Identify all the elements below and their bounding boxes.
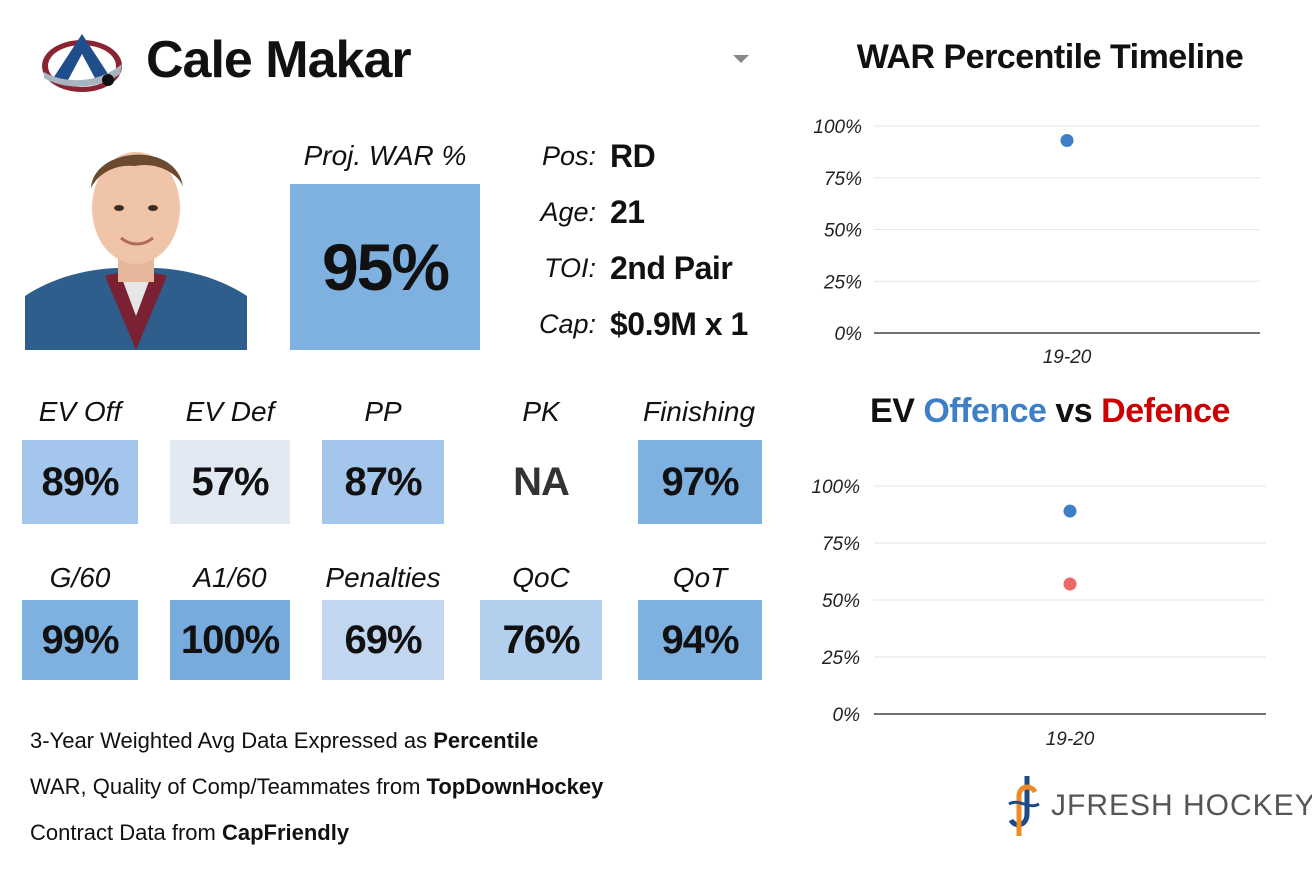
- footnote-text: 3-Year Weighted Avg Data Expressed as: [30, 728, 434, 753]
- stat-label-pk: PK: [522, 396, 560, 427]
- info-row-age: Age: 21: [520, 192, 800, 232]
- brand-text: JFRESH HOCKEY: [1051, 789, 1312, 822]
- stat-tile-qot: 94%: [638, 600, 762, 680]
- stat-tile-ev-off: 89%: [22, 440, 138, 524]
- x-tick-label: 19-20: [1043, 347, 1092, 368]
- info-value: $0.9M x 1: [610, 305, 748, 342]
- info-key: Cap:: [538, 308, 596, 339]
- info-row-position: Pos: RD: [520, 136, 800, 176]
- info-key: Pos:: [541, 140, 596, 171]
- stat-label-ev-def: EV Def: [185, 396, 275, 427]
- y-tick-label: 25%: [821, 648, 860, 669]
- y-tick-label: 50%: [822, 591, 860, 612]
- stat-label-a160: A1/60: [193, 562, 267, 593]
- y-tick-label: 75%: [822, 534, 860, 555]
- footnote-war-source: WAR, Quality of Comp/Teammates from TopD…: [30, 772, 603, 802]
- projected-war-tile: 95%: [290, 184, 480, 350]
- avalanche-logo-icon: [42, 34, 122, 92]
- data-point: [1060, 133, 1074, 147]
- player-headshot-icon: [25, 126, 247, 350]
- y-tick-label: 0%: [835, 324, 863, 345]
- info-row-toi: TOI: 2nd Pair: [520, 248, 800, 288]
- war-timeline-chart: 0% 25% 50% 75% 100% 19-20: [813, 117, 1260, 368]
- y-tick-label: 100%: [811, 477, 860, 498]
- stat-tile-g60: 99%: [22, 600, 138, 680]
- footnote-text: Contract Data from: [30, 820, 222, 845]
- footnote-text: WAR, Quality of Comp/Teammates from: [30, 774, 427, 799]
- footnote-contract-source: Contract Data from CapFriendly: [30, 818, 349, 848]
- data-point: [1063, 577, 1077, 591]
- war-timeline-title: WAR Percentile Timeline: [856, 38, 1244, 76]
- jfresh-logo-icon: [1008, 776, 1040, 836]
- title-defence: Defence: [1101, 392, 1230, 430]
- y-tick-label: 75%: [824, 169, 862, 190]
- info-key: Age:: [540, 196, 596, 227]
- footnote-bold: Percentile: [433, 728, 539, 753]
- stat-tile-a160: 100%: [170, 600, 290, 680]
- stat-label-penalties: Penalties: [325, 562, 441, 593]
- chevron-down-icon[interactable]: [733, 55, 749, 63]
- projected-war-label: Proj. WAR %: [303, 140, 467, 171]
- stat-tile-penalties: 69%: [322, 600, 444, 680]
- footnote-bold: CapFriendly: [221, 820, 350, 845]
- x-tick-label: 19-20: [1046, 729, 1095, 750]
- stat-label-qot: QoT: [672, 562, 728, 593]
- stat-tile-finishing: 97%: [638, 440, 762, 524]
- stat-label-qoc: QoC: [512, 562, 570, 593]
- title-mid: vs: [1046, 392, 1102, 430]
- footnote-percentile: 3-Year Weighted Avg Data Expressed as Pe…: [30, 726, 538, 756]
- stat-tile-qoc: 76%: [480, 600, 602, 680]
- stat-label-pp: PP: [364, 396, 402, 427]
- brand-logo: JFRESH HOCKEY: [1005, 774, 1312, 838]
- info-value: 2nd Pair: [610, 249, 733, 286]
- info-row-cap: Cap: $0.9M x 1: [520, 304, 800, 344]
- player-name: Cale Makar: [146, 31, 412, 89]
- ev-offence-defence-title: EV Offence vs Defence: [820, 392, 1280, 431]
- title-pre: EV: [870, 392, 924, 430]
- ev-offence-defence-chart: 0% 25% 50% 75% 100% 19-20: [811, 477, 1266, 750]
- title-offence: Offence: [923, 392, 1047, 430]
- y-tick-label: 100%: [813, 117, 862, 138]
- stat-tile-pk: NA: [480, 440, 602, 524]
- stat-tile-ev-def: 57%: [170, 440, 290, 524]
- projected-war-value: 95%: [321, 230, 450, 304]
- y-tick-label: 0%: [833, 705, 861, 726]
- footnote-bold: TopDownHockey: [426, 774, 604, 799]
- y-tick-label: 25%: [823, 272, 862, 293]
- stat-tile-pp: 87%: [322, 440, 444, 524]
- y-tick-label: 50%: [824, 221, 862, 242]
- stat-label-finishing: Finishing: [642, 396, 756, 427]
- info-value: 21: [610, 193, 645, 230]
- stat-label-ev-off: EV Off: [38, 396, 122, 427]
- data-point: [1063, 504, 1077, 518]
- stat-label-g60: G/60: [49, 562, 111, 593]
- info-value: RD: [610, 137, 656, 174]
- info-key: TOI:: [543, 252, 596, 283]
